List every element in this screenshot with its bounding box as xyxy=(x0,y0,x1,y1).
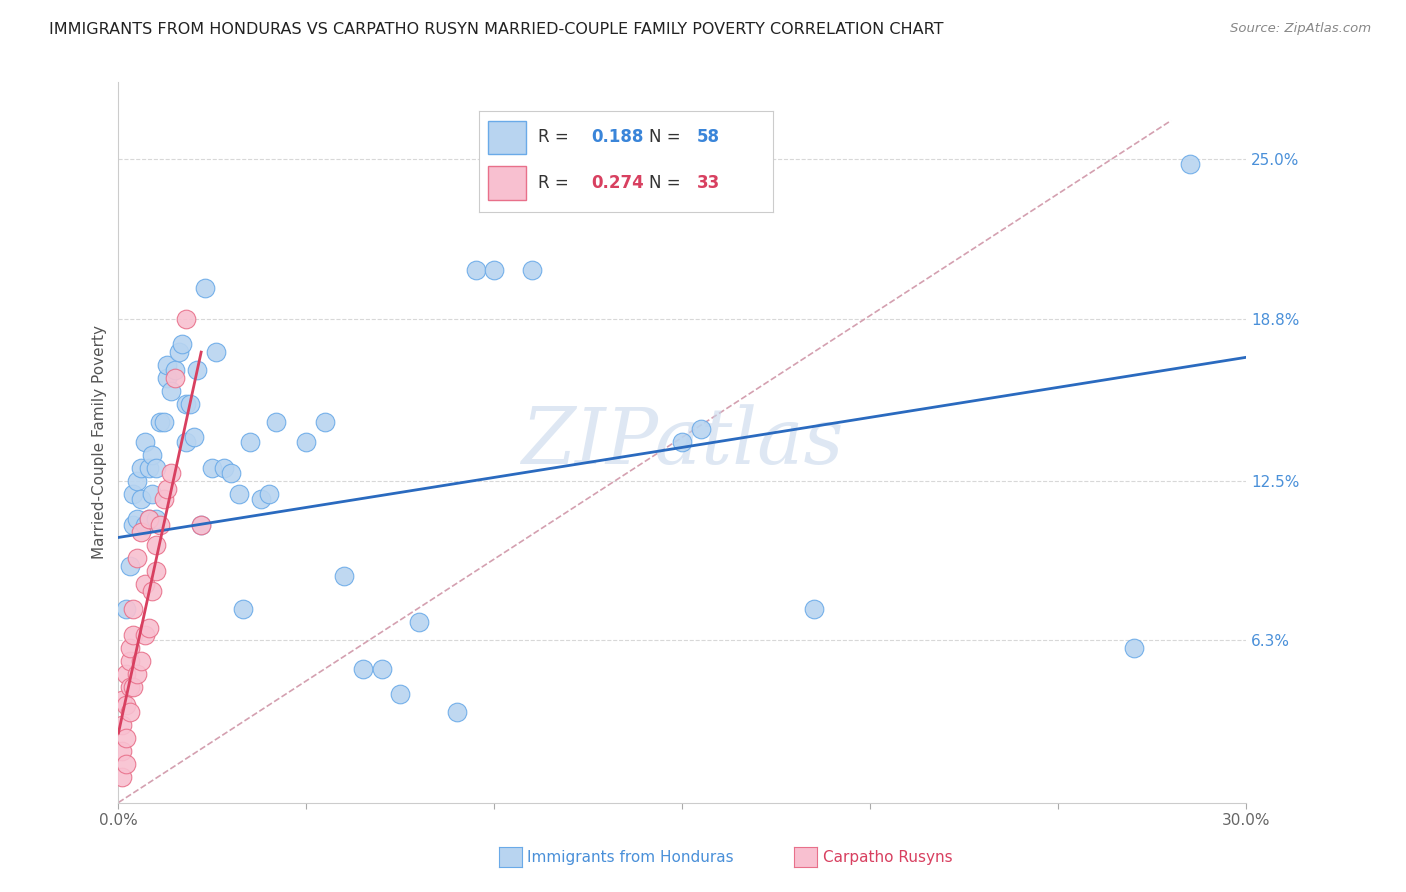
Point xyxy=(190,517,212,532)
Point xyxy=(127,666,149,681)
Point xyxy=(111,692,134,706)
Point xyxy=(152,415,174,429)
Point xyxy=(127,474,149,488)
Point xyxy=(172,337,194,351)
Point xyxy=(257,486,280,500)
Text: ZIPatlas: ZIPatlas xyxy=(522,404,844,481)
Point xyxy=(333,569,356,583)
Point xyxy=(163,363,186,377)
Point xyxy=(727,131,749,145)
Point xyxy=(145,461,167,475)
Point xyxy=(163,371,186,385)
Point xyxy=(201,461,224,475)
Point xyxy=(118,680,141,694)
Point xyxy=(134,435,156,450)
Point xyxy=(118,654,141,668)
Point xyxy=(250,491,273,506)
Text: IMMIGRANTS FROM HONDURAS VS CARPATHO RUSYN MARRIED-COUPLE FAMILY POVERTY CORRELA: IMMIGRANTS FROM HONDURAS VS CARPATHO RUS… xyxy=(49,22,943,37)
Point xyxy=(167,345,190,359)
Point xyxy=(194,281,217,295)
Point xyxy=(141,584,163,599)
Point xyxy=(122,517,145,532)
Point xyxy=(145,512,167,526)
Text: Source: ZipAtlas.com: Source: ZipAtlas.com xyxy=(1230,22,1371,36)
Point xyxy=(115,731,138,746)
Text: Carpatho Rusyns: Carpatho Rusyns xyxy=(823,850,952,864)
Point xyxy=(231,602,253,616)
Point xyxy=(205,345,228,359)
Point xyxy=(122,680,145,694)
Point xyxy=(219,466,242,480)
Point xyxy=(156,371,179,385)
Point xyxy=(134,576,156,591)
Point xyxy=(115,666,138,681)
Point xyxy=(141,486,163,500)
Point xyxy=(1122,641,1144,656)
Point xyxy=(138,512,160,526)
Point xyxy=(129,525,152,540)
Point xyxy=(156,358,179,372)
Point xyxy=(239,435,262,450)
Point xyxy=(183,430,205,444)
Point xyxy=(134,517,156,532)
Point xyxy=(111,744,134,758)
Point xyxy=(212,461,235,475)
Point xyxy=(118,706,141,720)
Point xyxy=(134,628,156,642)
Point xyxy=(122,602,145,616)
Point xyxy=(129,461,152,475)
Point xyxy=(118,641,141,656)
Point xyxy=(145,538,167,552)
Point xyxy=(228,486,250,500)
Point xyxy=(446,706,468,720)
Point xyxy=(138,461,160,475)
Text: Immigrants from Honduras: Immigrants from Honduras xyxy=(527,850,734,864)
Point xyxy=(138,512,160,526)
Point xyxy=(464,262,486,277)
Point xyxy=(111,770,134,784)
Point xyxy=(115,756,138,771)
Point xyxy=(111,718,134,732)
Point xyxy=(671,435,693,450)
Point xyxy=(115,698,138,712)
Point xyxy=(690,422,713,436)
Point xyxy=(118,558,141,573)
Point xyxy=(408,615,430,630)
Point xyxy=(803,602,825,616)
Point xyxy=(520,262,543,277)
Point xyxy=(129,654,152,668)
Point xyxy=(115,602,138,616)
Point xyxy=(389,688,412,702)
Point xyxy=(295,435,318,450)
Point xyxy=(174,435,197,450)
Point xyxy=(174,311,197,326)
Point xyxy=(149,517,172,532)
Point xyxy=(129,491,152,506)
Point xyxy=(122,486,145,500)
Point xyxy=(156,482,179,496)
Point xyxy=(141,448,163,462)
Point xyxy=(1178,157,1201,171)
Point xyxy=(145,564,167,578)
Point xyxy=(190,517,212,532)
Point xyxy=(314,415,336,429)
Point xyxy=(127,551,149,566)
Point xyxy=(370,662,392,676)
Point xyxy=(152,491,174,506)
Point xyxy=(352,662,374,676)
Point xyxy=(484,262,506,277)
Point xyxy=(149,415,172,429)
Point xyxy=(174,396,197,410)
Point xyxy=(160,466,183,480)
Point xyxy=(127,512,149,526)
Point xyxy=(160,384,183,398)
Point xyxy=(266,415,288,429)
Point xyxy=(186,363,208,377)
Y-axis label: Married-Couple Family Poverty: Married-Couple Family Poverty xyxy=(93,326,107,559)
Point xyxy=(179,396,201,410)
Point xyxy=(138,620,160,634)
Point xyxy=(122,628,145,642)
